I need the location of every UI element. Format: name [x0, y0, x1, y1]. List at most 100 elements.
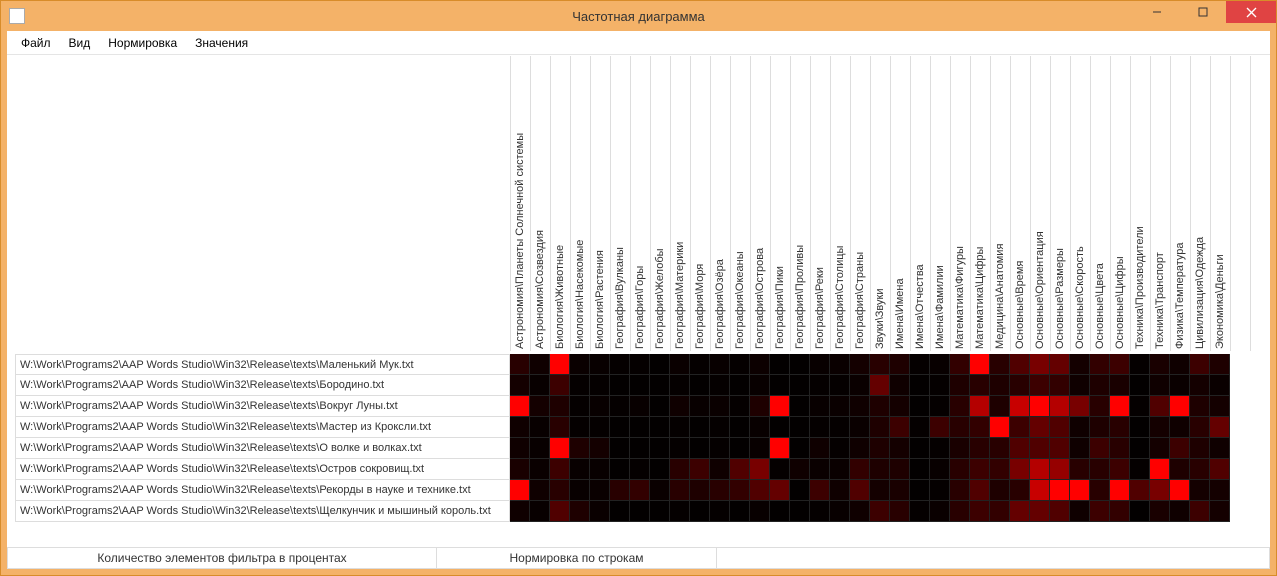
heatmap-cell[interactable] — [970, 501, 990, 522]
heatmap-cell[interactable] — [790, 480, 810, 501]
heatmap-cell[interactable] — [570, 417, 590, 438]
column-header[interactable]: Имена\Отчества — [910, 56, 930, 351]
heatmap-cell[interactable] — [710, 501, 730, 522]
heatmap-cell[interactable] — [1130, 354, 1150, 375]
heatmap-cell[interactable] — [590, 375, 610, 396]
column-header[interactable]: Физика\Температура — [1170, 56, 1190, 351]
heatmap-cell[interactable] — [990, 375, 1010, 396]
heatmap-cell[interactable] — [790, 396, 810, 417]
heatmap-cell[interactable] — [1150, 417, 1170, 438]
heatmap-cell[interactable] — [1190, 501, 1210, 522]
column-header[interactable]: Звуки\Звуки — [870, 56, 890, 351]
heatmap-cell[interactable] — [910, 459, 930, 480]
column-header[interactable]: Астрономия\Созвездия — [530, 56, 550, 351]
heatmap-cell[interactable] — [770, 354, 790, 375]
column-header[interactable]: Математика\Фигуры — [950, 56, 970, 351]
heatmap-cell[interactable] — [510, 354, 530, 375]
column-header[interactable]: География\Острова — [750, 56, 770, 351]
row-header[interactable]: W:\Work\Programs2\AAP Words Studio\Win32… — [15, 375, 510, 396]
heatmap-cell[interactable] — [790, 501, 810, 522]
heatmap-cell[interactable] — [550, 459, 570, 480]
heatmap-cell[interactable] — [710, 480, 730, 501]
heatmap-cell[interactable] — [650, 501, 670, 522]
heatmap-cell[interactable] — [730, 501, 750, 522]
row-header[interactable]: W:\Work\Programs2\AAP Words Studio\Win32… — [15, 354, 510, 375]
heatmap-cell[interactable] — [610, 501, 630, 522]
heatmap-cell[interactable] — [770, 375, 790, 396]
heatmap-cell[interactable] — [890, 459, 910, 480]
heatmap-cell[interactable] — [830, 480, 850, 501]
heatmap-cell[interactable] — [950, 375, 970, 396]
heatmap-cell[interactable] — [1150, 438, 1170, 459]
column-header[interactable]: Техника\Транспорт — [1150, 56, 1170, 351]
heatmap-cell[interactable] — [530, 417, 550, 438]
close-button[interactable] — [1226, 1, 1276, 23]
menu-values[interactable]: Значения — [187, 34, 256, 52]
column-header[interactable]: География\Моря — [690, 56, 710, 351]
heatmap-cell[interactable] — [710, 354, 730, 375]
menu-file[interactable]: Файл — [13, 34, 59, 52]
heatmap-cell[interactable] — [830, 396, 850, 417]
heatmap-cell[interactable] — [690, 459, 710, 480]
heatmap-cell[interactable] — [510, 375, 530, 396]
heatmap-cell[interactable] — [910, 438, 930, 459]
heatmap-cell[interactable] — [590, 480, 610, 501]
heatmap-cell[interactable] — [1010, 396, 1030, 417]
heatmap-cell[interactable] — [910, 354, 930, 375]
heatmap-cell[interactable] — [670, 396, 690, 417]
heatmap-cell[interactable] — [630, 417, 650, 438]
heatmap-cell[interactable] — [1210, 354, 1230, 375]
heatmap-cell[interactable] — [850, 417, 870, 438]
heatmap-cell[interactable] — [510, 480, 530, 501]
heatmap-cell[interactable] — [1090, 417, 1110, 438]
heatmap-cell[interactable] — [550, 501, 570, 522]
heatmap-cell[interactable] — [1090, 375, 1110, 396]
heatmap-cell[interactable] — [1030, 354, 1050, 375]
row-header[interactable]: W:\Work\Programs2\AAP Words Studio\Win32… — [15, 459, 510, 480]
heatmap-cell[interactable] — [650, 438, 670, 459]
column-header[interactable]: География\Реки — [810, 56, 830, 351]
heatmap-cell[interactable] — [1090, 438, 1110, 459]
heatmap-cell[interactable] — [710, 438, 730, 459]
heatmap-cell[interactable] — [510, 438, 530, 459]
heatmap-cell[interactable] — [790, 417, 810, 438]
heatmap-cell[interactable] — [930, 501, 950, 522]
heatmap-cell[interactable] — [550, 417, 570, 438]
heatmap-cell[interactable] — [770, 438, 790, 459]
heatmap-cell[interactable] — [950, 501, 970, 522]
heatmap-cell[interactable] — [1190, 438, 1210, 459]
column-header[interactable]: Медицина\Анатомия — [990, 56, 1010, 351]
heatmap-cell[interactable] — [630, 480, 650, 501]
heatmap-cell[interactable] — [550, 354, 570, 375]
heatmap-cell[interactable] — [870, 375, 890, 396]
heatmap-cell[interactable] — [950, 459, 970, 480]
heatmap-cell[interactable] — [590, 417, 610, 438]
heatmap-cell[interactable] — [1030, 501, 1050, 522]
heatmap-cell[interactable] — [1190, 354, 1210, 375]
heatmap-cell[interactable] — [790, 354, 810, 375]
heatmap-cell[interactable] — [1210, 480, 1230, 501]
heatmap-cell[interactable] — [570, 354, 590, 375]
heatmap-cell[interactable] — [1050, 354, 1070, 375]
menu-norm[interactable]: Нормировка — [100, 34, 185, 52]
heatmap-cell[interactable] — [890, 417, 910, 438]
heatmap-cell[interactable] — [730, 480, 750, 501]
heatmap-cell[interactable] — [510, 501, 530, 522]
column-header[interactable]: Основные\Время — [1010, 56, 1030, 351]
heatmap-cell[interactable] — [550, 375, 570, 396]
heatmap-cell[interactable] — [1110, 375, 1130, 396]
column-header[interactable]: Имена\Имена — [890, 56, 910, 351]
column-header[interactable]: Цивилизация\Одежда — [1190, 56, 1210, 351]
heatmap-cell[interactable] — [1070, 354, 1090, 375]
heatmap-cell[interactable] — [590, 438, 610, 459]
heatmap-cell[interactable] — [530, 354, 550, 375]
column-header[interactable]: Основные\Цифры — [1110, 56, 1130, 351]
heatmap-cell[interactable] — [710, 417, 730, 438]
heatmap-cell[interactable] — [810, 375, 830, 396]
heatmap-cell[interactable] — [1130, 417, 1150, 438]
heatmap-cell[interactable] — [1130, 438, 1150, 459]
heatmap-cell[interactable] — [670, 480, 690, 501]
heatmap-cell[interactable] — [1090, 459, 1110, 480]
heatmap-cell[interactable] — [630, 501, 650, 522]
heatmap-cell[interactable] — [610, 396, 630, 417]
